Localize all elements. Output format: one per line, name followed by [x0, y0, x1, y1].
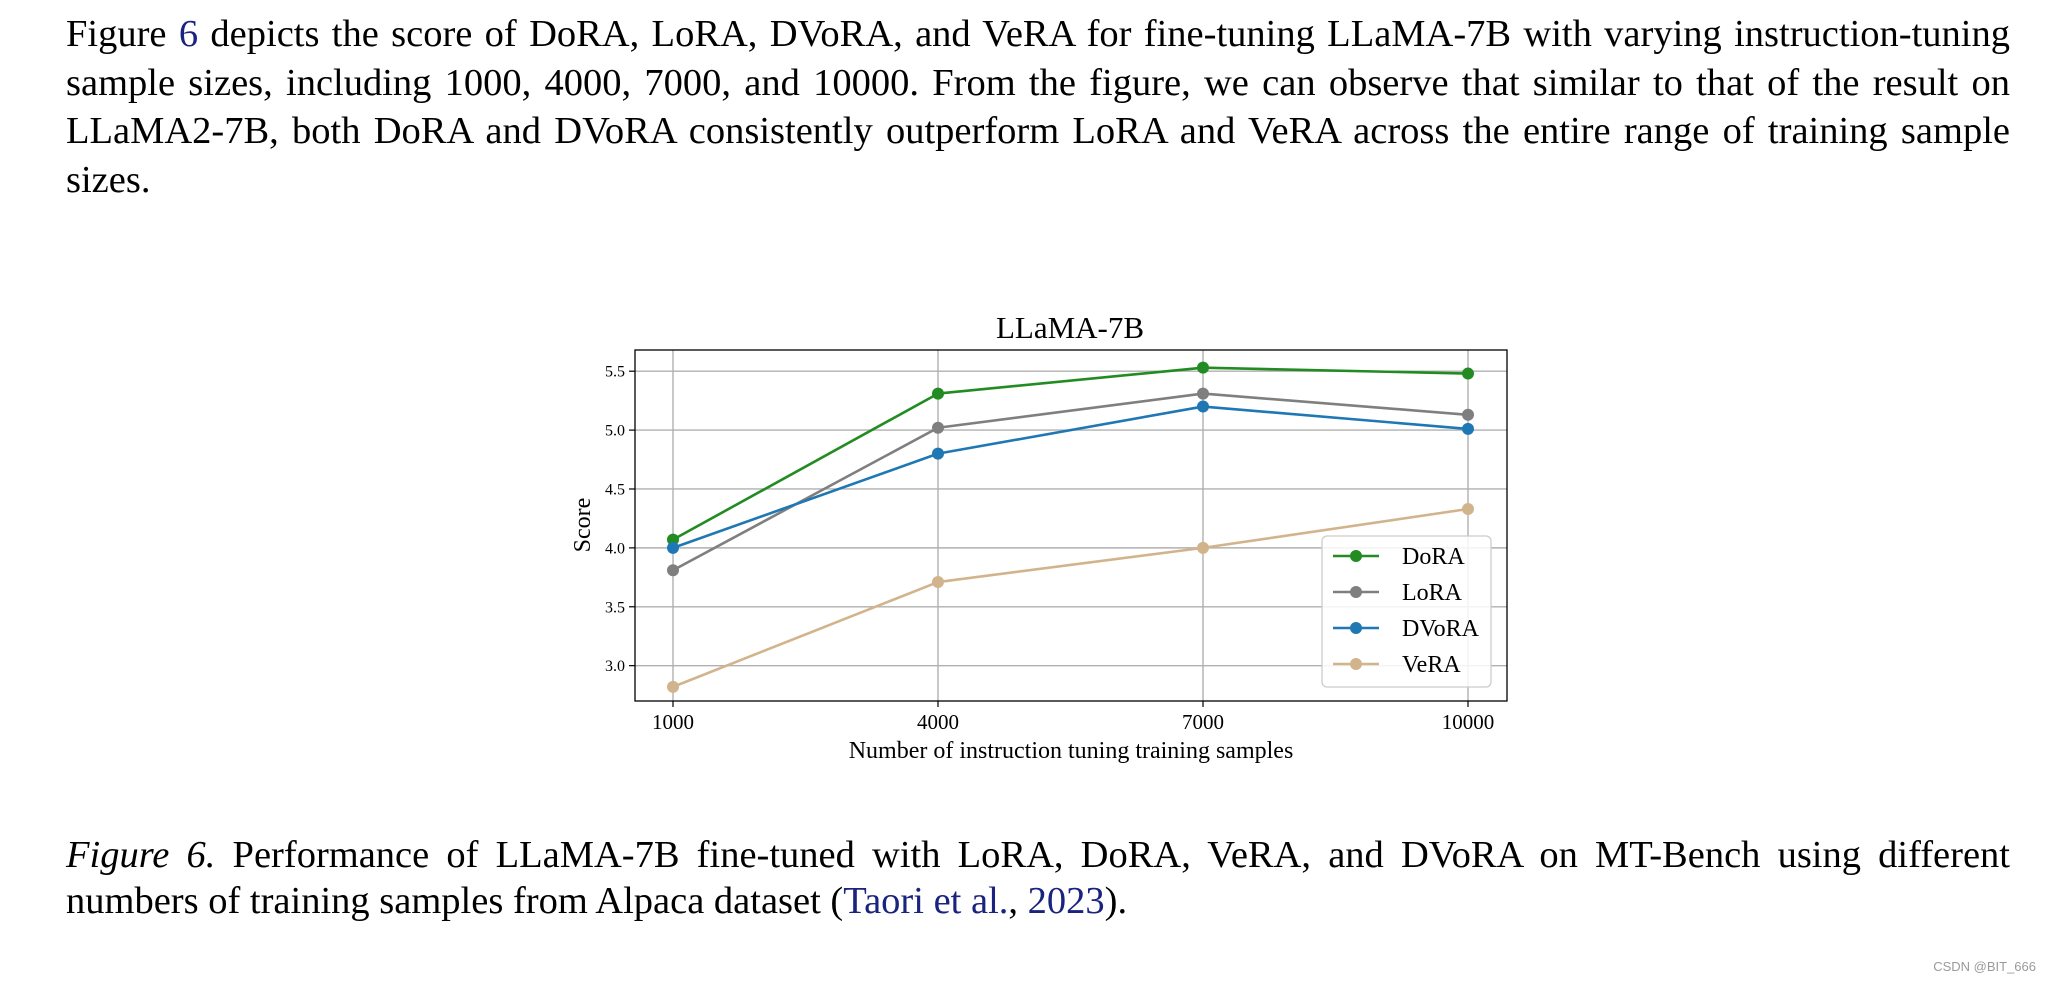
- legend-label-dora: DoRA: [1402, 544, 1465, 570]
- data-point-dora: [667, 533, 679, 546]
- citation-year-link[interactable]: 2023: [1027, 880, 1105, 922]
- data-point-dvora: [932, 447, 944, 460]
- data-point-vera: [932, 576, 944, 589]
- data-point-dvora: [1462, 422, 1474, 435]
- y-tick-label: 4.5: [605, 481, 625, 498]
- data-point-vera: [1462, 503, 1474, 516]
- data-point-lora: [1462, 408, 1474, 421]
- para-text-2: depicts the score of DoRA, LoRA, DVoRA, …: [66, 13, 2010, 201]
- y-tick-label: 4.0: [605, 540, 625, 557]
- x-tick-label: 4000: [917, 710, 959, 734]
- figure-ref-link[interactable]: 6: [178, 13, 199, 55]
- plot-frame: [634, 349, 1508, 702]
- series-layer: [667, 361, 1474, 693]
- series-line-lora: [672, 392, 1469, 572]
- x-tick-label: 10000: [1442, 710, 1495, 734]
- y-axis-label: Score: [570, 498, 596, 553]
- series-line-vera: [672, 507, 1469, 689]
- x-tick-label: 1000: [652, 710, 694, 734]
- legend-label-dvora: DVoRA: [1402, 616, 1480, 642]
- data-point-dora: [1197, 361, 1209, 374]
- legend-swatch-marker-dvora: [1350, 622, 1362, 634]
- y-tick-label: 5.0: [605, 423, 625, 440]
- data-point-lora: [667, 564, 679, 577]
- para-text-1: Figure: [66, 13, 179, 55]
- data-point-vera: [1197, 541, 1209, 554]
- figure-caption: Figure 6. Performance of LLaMA-7B fine-t…: [66, 832, 2010, 924]
- legend-swatch-marker-lora: [1350, 586, 1362, 598]
- x-axis-ticks: 1000 4000 7000 10000: [652, 701, 1494, 734]
- data-point-lora: [1197, 387, 1209, 400]
- caption-end: ).: [1104, 880, 1128, 922]
- legend-label-lora: LoRA: [1402, 580, 1463, 606]
- chart-legend: DoRA LoRA DVoRA VeRA: [1321, 535, 1492, 688]
- y-tick-label: 3.0: [605, 658, 625, 675]
- data-point-dvora: [667, 541, 679, 554]
- caption-lead: Figure 6.: [66, 834, 216, 876]
- body-paragraph: Figure 6 depicts the score of DoRA, LoRA…: [66, 10, 2010, 204]
- legend-swatch-marker-vera: [1350, 658, 1362, 670]
- x-tick-label: 7000: [1182, 710, 1224, 734]
- legend-swatch-marker-dora: [1350, 550, 1362, 562]
- citation-author-link[interactable]: Taori et al.: [843, 880, 1009, 922]
- legend-box: [1321, 535, 1492, 688]
- data-point-dora: [932, 387, 944, 400]
- y-axis-ticks: 3.0 3.5 4.0 4.5 5.0 5.5: [605, 364, 635, 675]
- watermark: CSDN @BIT_666: [1933, 959, 2036, 974]
- y-tick-label: 5.5: [605, 364, 625, 381]
- chart-title: LLaMA-7B: [996, 310, 1144, 345]
- legend-label-vera: VeRA: [1402, 652, 1461, 678]
- series-line-dvora: [672, 405, 1469, 550]
- y-tick-label: 3.5: [605, 599, 625, 616]
- data-point-lora: [932, 421, 944, 434]
- data-point-vera: [667, 680, 679, 693]
- x-axis-label: Number of instruction tuning training sa…: [849, 738, 1294, 764]
- caption-text: Performance of LLaMA-7B fine-tuned with …: [66, 834, 2010, 922]
- citation-separator: ,: [1008, 880, 1028, 922]
- data-point-dvora: [1197, 400, 1209, 413]
- series-line-dora: [672, 366, 1469, 541]
- data-point-dora: [1462, 367, 1474, 380]
